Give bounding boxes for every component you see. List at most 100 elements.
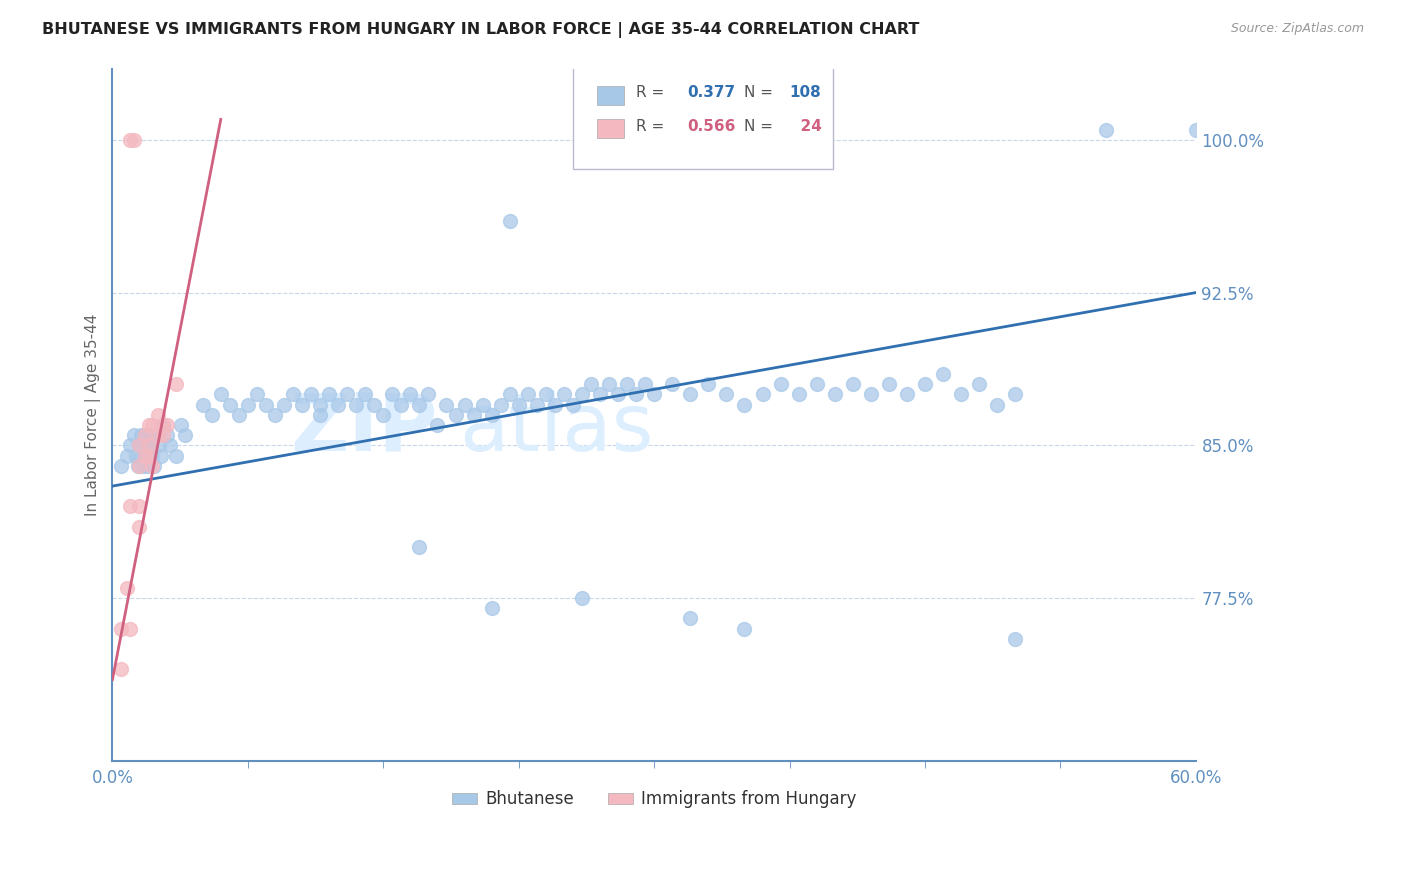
Point — [516, 387, 538, 401]
Point — [291, 398, 314, 412]
Point — [246, 387, 269, 401]
Point — [173, 428, 195, 442]
Point — [165, 449, 187, 463]
Point — [733, 622, 755, 636]
Point — [624, 387, 647, 401]
Point — [679, 611, 702, 625]
Point — [138, 438, 160, 452]
Point — [326, 398, 349, 412]
Point — [138, 428, 160, 442]
Point — [508, 398, 530, 412]
Point — [138, 449, 160, 463]
Point — [697, 377, 720, 392]
Point — [120, 500, 142, 514]
Point — [408, 398, 430, 412]
Point — [426, 417, 449, 432]
Point — [122, 133, 145, 147]
Point — [526, 398, 548, 412]
Point — [146, 428, 169, 442]
Point — [138, 438, 160, 452]
Point — [125, 449, 148, 463]
Point — [155, 428, 177, 442]
Point — [444, 408, 467, 422]
Point — [131, 449, 153, 463]
Point — [150, 449, 173, 463]
Point — [489, 398, 512, 412]
Point — [769, 377, 792, 392]
Point — [589, 387, 612, 401]
Point — [336, 387, 359, 401]
Point — [128, 438, 150, 452]
Point — [135, 449, 157, 463]
Point — [281, 387, 304, 401]
Point — [115, 581, 138, 595]
Point — [471, 398, 494, 412]
Point — [408, 540, 430, 554]
Point — [859, 387, 882, 401]
Point — [110, 458, 132, 473]
Point — [128, 520, 150, 534]
Point — [616, 377, 638, 392]
Point — [716, 387, 738, 401]
Point — [131, 428, 153, 442]
Point — [418, 387, 440, 401]
Point — [806, 377, 828, 392]
FancyBboxPatch shape — [572, 65, 832, 169]
Point — [373, 408, 395, 422]
Point — [733, 398, 755, 412]
Text: 0.566: 0.566 — [688, 119, 737, 134]
Legend: Bhutanese, Immigrants from Hungary: Bhutanese, Immigrants from Hungary — [446, 784, 863, 815]
Point — [146, 408, 169, 422]
Point — [499, 214, 522, 228]
Point — [141, 428, 163, 442]
Point — [842, 377, 865, 392]
Point — [561, 398, 583, 412]
Point — [381, 387, 404, 401]
Point — [110, 662, 132, 676]
Point — [128, 500, 150, 514]
Point — [896, 387, 918, 401]
Bar — [596, 119, 624, 137]
Point — [128, 458, 150, 473]
Point — [499, 387, 522, 401]
Point — [389, 398, 412, 412]
Point — [363, 398, 385, 412]
Point — [170, 417, 193, 432]
Point — [986, 398, 1008, 412]
Point — [141, 417, 163, 432]
Point — [607, 387, 630, 401]
Text: R =: R = — [636, 119, 669, 134]
Point — [134, 428, 156, 442]
Point — [218, 398, 240, 412]
Point — [544, 398, 567, 412]
Point — [967, 377, 990, 392]
Point — [877, 377, 900, 392]
Point — [1004, 387, 1026, 401]
Point — [273, 398, 295, 412]
Text: BHUTANESE VS IMMIGRANTS FROM HUNGARY IN LABOR FORCE | AGE 35-44 CORRELATION CHAR: BHUTANESE VS IMMIGRANTS FROM HUNGARY IN … — [42, 22, 920, 38]
Point — [436, 398, 458, 412]
Point — [120, 438, 142, 452]
Point — [534, 387, 557, 401]
Bar — [596, 87, 624, 105]
Text: N =: N = — [744, 119, 778, 134]
Point — [138, 417, 160, 432]
Point — [135, 458, 157, 473]
Point — [134, 449, 156, 463]
Text: atlas: atlas — [460, 390, 654, 467]
Point — [155, 417, 177, 432]
Point — [159, 438, 181, 452]
Point — [318, 387, 340, 401]
Point — [932, 367, 955, 381]
Point — [463, 408, 485, 422]
Point — [481, 408, 503, 422]
Y-axis label: In Labor Force | Age 35-44: In Labor Force | Age 35-44 — [86, 314, 101, 516]
Point — [579, 377, 602, 392]
Point — [914, 377, 936, 392]
Point — [122, 428, 145, 442]
Point — [152, 428, 174, 442]
Point — [165, 377, 187, 392]
Point — [152, 417, 174, 432]
Point — [134, 428, 156, 442]
Point — [127, 458, 149, 473]
